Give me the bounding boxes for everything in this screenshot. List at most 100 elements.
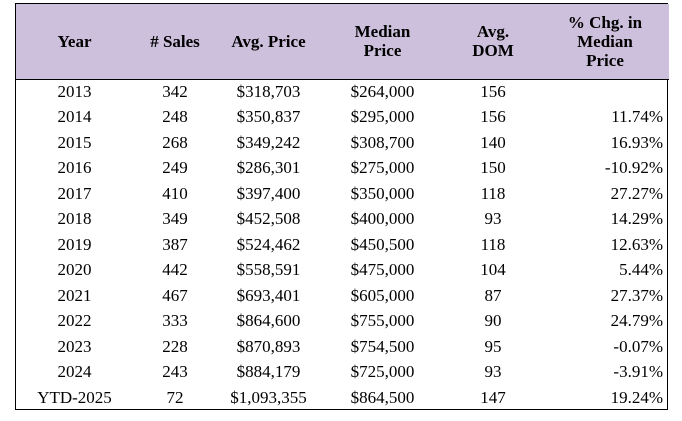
year-cell: 2019 bbox=[57, 234, 92, 254]
median-price-cell: $295,000 bbox=[350, 107, 415, 127]
median-change-header: % Chg. in Median Price bbox=[541, 4, 669, 80]
avg-dom-cell: 156 bbox=[480, 107, 506, 127]
sales-count-header: # Sales bbox=[133, 4, 217, 80]
avg-dom-cell: 90 bbox=[484, 311, 502, 331]
table-row: 2020 442 $558,591 $475,000 104 5.44% bbox=[16, 258, 669, 284]
median-change-header-line: Price bbox=[586, 50, 624, 70]
avg-price-cell: $350,837 bbox=[236, 107, 301, 127]
avg-dom-cell: 104 bbox=[480, 260, 506, 280]
median-price-cell: $864,500 bbox=[350, 387, 415, 407]
sales-count-cell: 333 bbox=[162, 311, 188, 331]
median-price-cell: $475,000 bbox=[350, 260, 415, 280]
median-change-cell: 5.44% bbox=[619, 260, 663, 280]
table-row: 2013 342 $318,703 $264,000 156 bbox=[16, 79, 669, 105]
sales-count-header-line: # Sales bbox=[150, 31, 200, 51]
avg-price-cell: $884,179 bbox=[236, 362, 301, 382]
median-price-cell: $350,000 bbox=[350, 183, 415, 203]
median-price-cell: $275,000 bbox=[350, 158, 415, 178]
median-change-cell: 19.24% bbox=[610, 387, 663, 407]
avg-dom-cell: 93 bbox=[484, 209, 502, 229]
avg-dom-header-line: DOM bbox=[472, 41, 514, 61]
median-change-cell: 12.63% bbox=[610, 234, 663, 254]
year-cell: 2021 bbox=[57, 285, 92, 305]
median-change-cell: -3.91% bbox=[613, 362, 663, 382]
median-change-header-line: Median bbox=[577, 31, 633, 51]
year-header-line: Year bbox=[57, 31, 92, 51]
avg-dom-cell: 93 bbox=[484, 362, 502, 382]
avg-price-cell: $318,703 bbox=[236, 82, 301, 101]
avg-dom-cell: 147 bbox=[480, 387, 506, 407]
year-cell: 2022 bbox=[57, 311, 92, 331]
table-row: 2021 467 $693,401 $605,000 87 27.37% bbox=[16, 283, 669, 309]
sales-count-cell: 72 bbox=[166, 387, 184, 407]
year-cell: 2024 bbox=[57, 362, 92, 382]
table-row: 2024 243 $884,179 $725,000 93 -3.91% bbox=[16, 360, 669, 386]
year-cell: 2023 bbox=[57, 336, 92, 356]
table-row: 2016 249 $286,301 $275,000 150 -10.92% bbox=[16, 156, 669, 182]
sales-history-table-frame: Year # Sales Avg. Price Median Price Avg. DOM%… bbox=[15, 3, 669, 411]
year-cell: 2020 bbox=[57, 260, 92, 280]
table-row: 2015 268 $349,242 $308,700 140 16.93% bbox=[16, 130, 669, 156]
table-row: 2017 410 $397,400 $350,000 118 27.27% bbox=[16, 181, 669, 207]
avg-price-header-line: Avg. Price bbox=[231, 31, 306, 51]
avg-price-cell: $524,462 bbox=[236, 234, 301, 254]
year-cell: 2016 bbox=[57, 158, 92, 178]
sales-count-cell: 249 bbox=[162, 158, 188, 178]
table-header: Year # Sales Avg. Price Median Price Avg. DOM%… bbox=[16, 4, 669, 80]
median-change-cell: 27.27% bbox=[610, 183, 663, 203]
sales-count-cell: 243 bbox=[162, 362, 188, 382]
table-row: 2018 349 $452,508 $400,000 93 14.29% bbox=[16, 207, 669, 233]
median-change-cell: 24.79% bbox=[610, 311, 663, 331]
sales-count-cell: 349 bbox=[162, 209, 188, 229]
year-cell: 2013 bbox=[57, 82, 92, 101]
year-header: Year bbox=[16, 4, 133, 80]
sales-count-cell: 410 bbox=[162, 183, 188, 203]
sales-count-cell: 248 bbox=[162, 107, 188, 127]
avg-price-cell: $558,591 bbox=[236, 260, 301, 280]
sales-count-cell: 387 bbox=[162, 234, 188, 254]
table-row: 2019 387 $524,462 $450,500 118 12.63% bbox=[16, 232, 669, 258]
avg-dom-header: Avg. DOM bbox=[445, 4, 541, 80]
median-price-cell: $264,000 bbox=[350, 82, 415, 101]
year-cell: 2018 bbox=[57, 209, 92, 229]
sales-history-table: Year # Sales Avg. Price Median Price Avg. DOM%… bbox=[16, 4, 669, 411]
median-change-cell: -10.92% bbox=[604, 158, 663, 178]
avg-price-cell: $452,508 bbox=[236, 209, 301, 229]
sales-count-cell: 342 bbox=[162, 82, 188, 101]
avg-price-cell: $286,301 bbox=[236, 158, 301, 178]
median-price-cell: $725,000 bbox=[350, 362, 415, 382]
avg-dom-cell: 95 bbox=[484, 336, 502, 356]
sales-count-cell: 268 bbox=[162, 132, 188, 152]
avg-dom-cell: 140 bbox=[480, 132, 506, 152]
median-price-cell: $754,500 bbox=[350, 336, 415, 356]
avg-dom-cell: 156 bbox=[480, 82, 506, 101]
year-cell: YTD-2025 bbox=[37, 387, 112, 407]
table-row: 2023 228 $870,893 $754,500 95 -0.07% bbox=[16, 334, 669, 360]
median-change-header-line: % Chg. in bbox=[567, 12, 643, 32]
avg-dom-header-line: Avg. bbox=[476, 22, 510, 42]
median-price-header-line: Price bbox=[363, 41, 402, 61]
median-price-cell: $605,000 bbox=[350, 285, 415, 305]
avg-price-cell: $693,401 bbox=[236, 285, 301, 305]
median-change-cell: 16.93% bbox=[610, 132, 663, 152]
avg-dom-cell: 87 bbox=[484, 285, 502, 305]
year-cell: 2017 bbox=[57, 183, 92, 203]
avg-price-cell: $397,400 bbox=[236, 183, 301, 203]
year-cell: 2014 bbox=[57, 107, 92, 127]
median-change-cell bbox=[541, 79, 669, 105]
avg-dom-cell: 118 bbox=[480, 183, 506, 203]
table-row: 2014 248 $350,837 $295,000 156 11.74% bbox=[16, 105, 669, 131]
median-change-cell: 11.74% bbox=[611, 107, 663, 127]
sales-count-cell: 228 bbox=[162, 336, 188, 356]
median-price-cell: $308,700 bbox=[350, 132, 415, 152]
median-price-cell: $755,000 bbox=[350, 311, 415, 331]
sales-count-cell: 467 bbox=[162, 285, 188, 305]
table-row: 2022 333 $864,600 $755,000 90 24.79% bbox=[16, 309, 669, 335]
avg-price-header: Avg. Price bbox=[217, 4, 320, 80]
year-cell: 2015 bbox=[57, 132, 92, 152]
median-price-cell: $400,000 bbox=[350, 209, 415, 229]
avg-price-cell: $870,893 bbox=[236, 336, 301, 356]
median-price-header: Median Price bbox=[320, 4, 445, 80]
avg-dom-cell: 118 bbox=[480, 234, 506, 254]
avg-price-cell: $349,242 bbox=[236, 132, 301, 152]
